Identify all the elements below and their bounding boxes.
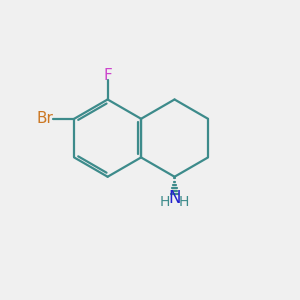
Text: N: N xyxy=(168,189,181,207)
Text: Br: Br xyxy=(37,111,53,126)
Text: H: H xyxy=(160,195,170,209)
Text: H: H xyxy=(179,195,189,209)
Text: F: F xyxy=(103,68,112,83)
